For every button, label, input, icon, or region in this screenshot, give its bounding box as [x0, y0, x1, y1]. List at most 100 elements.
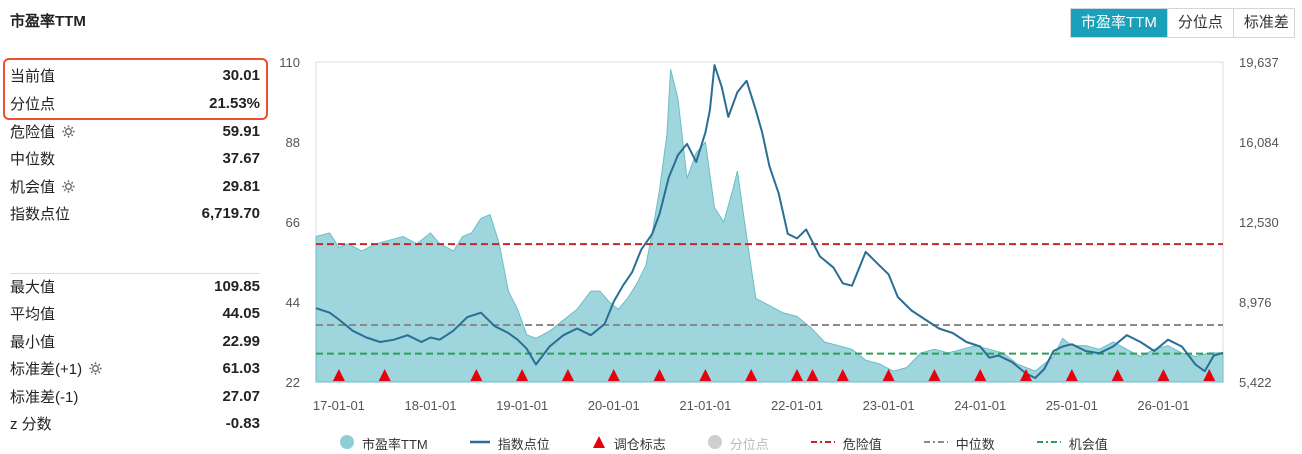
legend-danger-swatch: [810, 435, 835, 452]
x-tick-label: 23-01-01: [863, 398, 915, 413]
stat-row: 机会值 29.81: [10, 173, 260, 200]
gear-icon[interactable]: [61, 179, 76, 194]
stat-label-text: 危险值: [10, 124, 56, 141]
x-tick-label: 24-01-01: [954, 398, 1006, 413]
x-tick-label: 17-01-01: [313, 398, 365, 413]
x-tick-label: 19-01-01: [496, 398, 548, 413]
rebalance-marker: [516, 369, 529, 381]
rebalance-marker: [607, 369, 620, 381]
rebalance-marker: [332, 369, 345, 381]
rebalance-marker: [1111, 369, 1124, 381]
legend-rebalance[interactable]: 调仓标志: [592, 434, 666, 453]
stat-row: 中位数 37.67: [10, 145, 260, 172]
stat-label-text: 当前值: [10, 68, 56, 85]
stat-row: 平均值 44.05: [10, 300, 260, 327]
stat-value: 37.67: [222, 150, 260, 167]
rebalance-marker: [790, 369, 803, 381]
x-tick-label: 20-01-01: [588, 398, 640, 413]
legend-pe[interactable]: 市盈率TTM: [340, 434, 428, 453]
tab-percentile[interactable]: 分位点: [1167, 9, 1234, 37]
legend-median-label: 中位数: [955, 437, 995, 452]
chart-legend: 市盈率TTM 指数点位 调仓标志 分位点 危险值 中位数 机会值: [340, 434, 1150, 453]
pe-chart: 22 44 66 88 110 5,422 8,976 12,530 16,084 19,637 1…: [279, 55, 1279, 413]
index-points-line: [315, 64, 1224, 379]
x-tick-label: 22-01-01: [771, 398, 823, 413]
metric-tabs: 市盈率TTM 分位点 标准差: [1070, 8, 1295, 38]
tab-std-dev[interactable]: 标准差: [1233, 9, 1294, 37]
stat-label-text: 标准差(+1): [10, 361, 83, 378]
stat-label: 最大值: [10, 276, 55, 297]
gear-icon[interactable]: [88, 361, 103, 376]
current-values-highlight: [3, 58, 268, 120]
y-right-tick-label: 8,976: [1239, 295, 1272, 310]
x-tick-label: 18-01-01: [404, 398, 456, 413]
y-right-tick-label: 12,530: [1239, 215, 1279, 230]
legend-index-swatch: [469, 435, 490, 452]
legend-opportunity-swatch: [1036, 435, 1061, 452]
stat-value: -0.83: [225, 415, 260, 432]
stat-label: 最小值: [10, 331, 55, 352]
stat-label-text: z 分数: [10, 416, 52, 433]
stat-label-text: 中位数: [10, 151, 56, 168]
stat-row: 分位点 21.53%: [10, 90, 260, 117]
rebalance-marker: [806, 369, 819, 381]
stat-label: 平均值: [10, 303, 55, 324]
stat-row: z 分数 -0.83: [10, 410, 260, 437]
stat-label-text: 机会值: [10, 179, 56, 196]
stat-row: 指数点位 6,719.70: [10, 200, 260, 227]
tab-pe-ttm[interactable]: 市盈率TTM: [1071, 9, 1168, 37]
y-right-tick-label: 5,422: [1239, 375, 1272, 390]
y-left-tick-label: 44: [286, 295, 300, 310]
legend-index-label: 指数点位: [497, 437, 550, 452]
stat-label: z 分数: [10, 413, 52, 434]
legend-opportunity-label: 机会值: [1068, 437, 1108, 452]
stat-row: 标准差(-1) 27.07: [10, 383, 260, 410]
stat-label-text: 分位点: [10, 96, 56, 113]
stat-row: 最大值 109.85: [10, 273, 260, 300]
y-left-tick-label: 66: [286, 215, 300, 230]
y-right-tick-label: 19,637: [1239, 55, 1279, 70]
stat-label: 当前值: [10, 65, 55, 86]
stat-label-text: 标准差(-1): [10, 389, 79, 406]
legend-percentile[interactable]: 分位点: [707, 434, 769, 453]
stat-label: 指数点位: [10, 203, 70, 224]
stat-value: 22.99: [222, 333, 260, 350]
stat-label-text: 最小值: [10, 334, 56, 351]
stat-label: 标准差(-1): [10, 386, 78, 407]
stat-value: 27.07: [222, 388, 260, 405]
gear-icon[interactable]: [61, 124, 76, 139]
stat-label-text: 平均值: [10, 306, 56, 323]
legend-percentile-swatch: [707, 435, 722, 452]
rebalance-marker: [928, 369, 941, 381]
legend-index[interactable]: 指数点位: [469, 434, 550, 453]
stat-row: 标准差(+1) 61.03: [10, 355, 260, 382]
rebalance-marker: [561, 369, 574, 381]
y-left-tick-label: 88: [286, 135, 300, 150]
x-tick-label: 21-01-01: [679, 398, 731, 413]
rebalance-marker: [836, 369, 849, 381]
stat-value: 44.05: [222, 305, 260, 322]
stat-label-text: 最大值: [10, 279, 56, 296]
rebalance-marker: [699, 369, 712, 381]
legend-median[interactable]: 中位数: [923, 434, 995, 453]
x-tick-label: 26-01-01: [1137, 398, 1189, 413]
stat-value: 21.53%: [209, 95, 260, 112]
rebalance-marker: [470, 369, 483, 381]
stat-label: 机会值: [10, 176, 76, 197]
legend-opportunity[interactable]: 机会值: [1036, 434, 1108, 453]
stat-value: 29.81: [222, 178, 260, 195]
y-right-tick-label: 16,084: [1239, 135, 1279, 150]
rebalance-marker: [1157, 369, 1170, 381]
legend-danger[interactable]: 危险值: [810, 434, 882, 453]
legend-danger-label: 危险值: [842, 437, 882, 452]
stat-value: 59.91: [222, 123, 260, 140]
stat-row: 当前值 30.01: [10, 62, 260, 89]
y-left-tick-label: 22: [286, 375, 300, 390]
x-tick-label: 25-01-01: [1046, 398, 1098, 413]
rebalance-marker: [882, 369, 895, 381]
stat-value: 61.03: [222, 360, 260, 377]
stat-value: 30.01: [222, 67, 260, 84]
page-title: 市盈率TTM: [10, 13, 86, 30]
stat-row: 最小值 22.99: [10, 328, 260, 355]
legend-median-swatch: [923, 435, 948, 452]
